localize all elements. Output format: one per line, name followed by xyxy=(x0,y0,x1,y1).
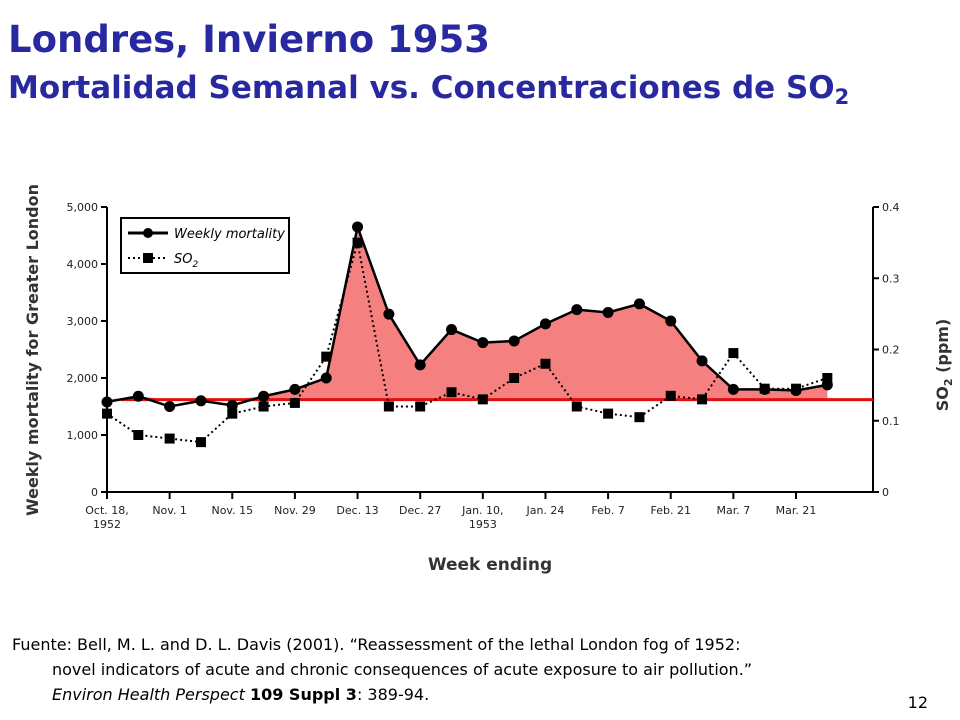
so2-point xyxy=(415,401,426,412)
y-right-tick-label: 0.2 xyxy=(882,344,900,357)
so2-point xyxy=(164,433,175,444)
x-tick-label: Feb. 21 xyxy=(651,504,691,517)
so2-point xyxy=(634,412,645,423)
source-line-1: Fuente: Bell, M. L. and D. L. Davis (200… xyxy=(12,635,741,654)
source-pages: : 389-94. xyxy=(356,685,430,704)
mortality-point xyxy=(164,401,176,412)
mortality-point xyxy=(508,335,520,347)
source-journal: Environ Health Perspect xyxy=(52,685,245,704)
so2-point xyxy=(227,408,238,419)
y-left-tick-label: 3,000 xyxy=(67,315,99,328)
y-left-tick-label: 0 xyxy=(91,486,98,499)
so2-point xyxy=(822,373,833,383)
so2-point xyxy=(195,437,206,448)
y-left-tick-label: 4,000 xyxy=(67,258,99,271)
so2-point xyxy=(383,401,394,412)
mortality-point xyxy=(790,385,802,397)
mortality-point xyxy=(352,221,364,233)
legend-box xyxy=(120,217,290,274)
so2-point xyxy=(540,358,551,369)
x-tick-label: Dec. 27 xyxy=(399,504,441,517)
so2-point xyxy=(571,401,582,412)
mortality-so2-chart: 0 1,000 2,000 3,000 4,000 5,000 0 0.1 0.2 0.3 0.4 O… xyxy=(23,184,955,575)
mortality-point xyxy=(383,308,395,320)
x-tick-label: Nov. 15 xyxy=(211,504,253,517)
excess-mortality-area xyxy=(107,226,828,400)
chart-legend: Weekly mortality SO2 xyxy=(120,217,290,274)
legend-mortality-label: Weekly mortality xyxy=(174,227,285,242)
x-tick-label: Dec. 13 xyxy=(336,504,378,517)
mortality-point xyxy=(665,315,677,327)
x-tick-label: Mar. 21 xyxy=(776,504,817,517)
y-left-tick-label: 1,000 xyxy=(67,429,99,442)
so2-point xyxy=(321,351,332,362)
y-left-tick-label: 2,000 xyxy=(67,372,99,385)
so2-point xyxy=(133,430,144,440)
so2-point xyxy=(697,394,708,405)
source-volume: 109 Suppl 3 xyxy=(249,685,357,704)
x-tick-label: Jan. 24 xyxy=(525,504,564,517)
y-axis-left-label: Weekly mortality for Greater London xyxy=(23,184,42,516)
y-right-tick-label: 0.3 xyxy=(882,272,900,285)
mortality-point xyxy=(132,390,144,402)
mortality-point xyxy=(696,355,708,367)
mortality-point xyxy=(320,372,332,384)
source-line-3: Environ Health Perspect 109 Suppl 3: 389… xyxy=(12,682,912,707)
so2-point xyxy=(352,237,363,248)
mortality-point xyxy=(633,298,645,310)
x-tick-label: Feb. 7 xyxy=(591,504,624,517)
y-right-tick-label: 0.4 xyxy=(882,201,900,214)
mortality-point xyxy=(258,390,270,402)
x-tick-label: Oct. 18, 1952 xyxy=(85,504,129,531)
x-tick-label: Nov. 1 xyxy=(152,504,187,517)
legend-mortality-marker xyxy=(143,228,153,238)
subtitle-subscript: 2 xyxy=(834,85,850,109)
y-left-tick-label: 5,000 xyxy=(67,201,99,214)
x-tick-label: Jan. 10, 1953 xyxy=(461,504,503,531)
mortality-point xyxy=(571,304,583,316)
x-axis-label: Week ending xyxy=(428,555,552,575)
mortality-point xyxy=(414,359,426,371)
so2-point xyxy=(509,373,520,383)
mortality-point xyxy=(101,396,113,408)
mortality-point xyxy=(602,306,614,318)
legend-so2-label: SO2 xyxy=(174,252,198,270)
x-tick-label: Nov. 29 xyxy=(274,504,316,517)
x-tick-label: Mar. 7 xyxy=(717,504,751,517)
slide-title: Londres, Invierno 1953 xyxy=(8,18,490,61)
mortality-point xyxy=(727,383,739,395)
mortality-point xyxy=(477,337,489,349)
mortality-point xyxy=(446,324,458,336)
mortality-point xyxy=(226,399,238,411)
y-axis-right-label: SO2 (ppm) xyxy=(933,319,955,412)
so2-point xyxy=(477,394,488,405)
y-right-tick-label: 0.1 xyxy=(882,415,900,428)
so2-point xyxy=(728,348,739,359)
mortality-point xyxy=(759,383,771,395)
so2-point xyxy=(102,408,112,419)
y-right-tick-label: 0 xyxy=(882,486,889,499)
so2-series-line xyxy=(106,242,828,444)
so2-point xyxy=(446,387,457,398)
mortality-point xyxy=(539,318,551,330)
so2-point xyxy=(289,397,300,408)
legend-so2-marker xyxy=(143,253,153,263)
mortality-point xyxy=(289,383,301,395)
mortality-point xyxy=(195,395,207,407)
so2-point xyxy=(258,401,269,412)
slide-subtitle: Mortalidad Semanal vs. Concentraciones d… xyxy=(8,70,849,109)
page-number: 12 xyxy=(907,693,928,712)
subtitle-text: Mortalidad Semanal vs. Concentraciones d… xyxy=(8,70,835,106)
mortality-point xyxy=(821,379,833,391)
source-citation: Fuente: Bell, M. L. and D. L. Davis (200… xyxy=(12,632,912,707)
source-line-2: novel indicators of acute and chronic co… xyxy=(52,660,753,679)
so2-point xyxy=(603,408,614,419)
so2-point xyxy=(665,390,676,401)
